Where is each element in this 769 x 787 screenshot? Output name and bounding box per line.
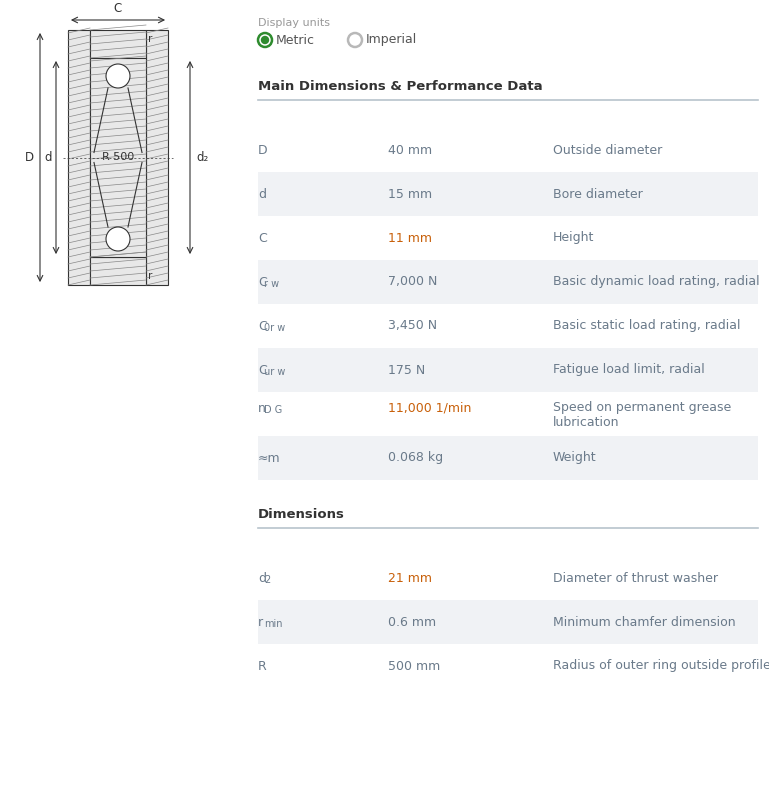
Circle shape [348, 33, 362, 47]
Bar [258, 260, 758, 304]
Text: C: C [258, 275, 267, 289]
Text: Basic dynamic load rating, radial: Basic dynamic load rating, radial [553, 275, 760, 289]
Circle shape [106, 227, 130, 251]
Text: Basic static load rating, radial: Basic static load rating, radial [553, 320, 741, 332]
Text: Height: Height [553, 231, 594, 245]
Text: min: min [264, 619, 282, 629]
Text: r: r [258, 615, 263, 629]
Bar [258, 348, 758, 392]
Text: r: r [148, 271, 152, 281]
Text: Diameter of thrust washer: Diameter of thrust washer [553, 571, 718, 585]
Text: D: D [25, 151, 34, 164]
Text: D: D [258, 143, 268, 157]
Text: r w: r w [264, 279, 279, 289]
Text: C: C [114, 2, 122, 15]
Text: C: C [258, 364, 267, 376]
Text: C: C [258, 320, 267, 332]
Text: Metric: Metric [276, 34, 315, 46]
Text: 11 mm: 11 mm [388, 231, 432, 245]
Text: 7,000 N: 7,000 N [388, 275, 438, 289]
Text: 175 N: 175 N [388, 364, 425, 376]
Text: 15 mm: 15 mm [388, 187, 432, 201]
Text: d: d [258, 187, 266, 201]
Circle shape [258, 33, 272, 47]
Text: Main Dimensions & Performance Data: Main Dimensions & Performance Data [258, 80, 543, 93]
Text: Dimensions: Dimensions [258, 508, 345, 521]
Text: Minimum chamfer dimension: Minimum chamfer dimension [553, 615, 736, 629]
Text: ur w: ur w [264, 367, 285, 377]
Text: n: n [258, 401, 266, 415]
Text: R 500: R 500 [102, 153, 134, 162]
Text: Bore diameter: Bore diameter [553, 187, 643, 201]
Bar [258, 600, 758, 644]
Bar [146, 30, 168, 285]
Text: 0.6 mm: 0.6 mm [388, 615, 436, 629]
Text: 3,450 N: 3,450 N [388, 320, 437, 332]
Bar [258, 172, 758, 216]
Text: d: d [45, 151, 52, 164]
Text: Radius of outer ring outside profile: Radius of outer ring outside profile [553, 660, 769, 673]
Text: Speed on permanent grease: Speed on permanent grease [553, 401, 731, 415]
Text: r: r [148, 34, 152, 44]
Text: Imperial: Imperial [366, 34, 418, 46]
Circle shape [106, 64, 130, 88]
Text: 11,000 1/min: 11,000 1/min [388, 401, 471, 415]
Bar [68, 30, 90, 285]
Bar [90, 30, 146, 58]
Text: 0r w: 0r w [264, 323, 285, 333]
Text: D G: D G [264, 405, 282, 415]
Text: lubrication: lubrication [553, 416, 620, 428]
Text: d: d [258, 571, 266, 585]
Text: C: C [258, 231, 267, 245]
Circle shape [261, 36, 268, 43]
Bar [90, 58, 146, 257]
Text: ≈m: ≈m [258, 452, 281, 464]
Bar [90, 257, 146, 285]
Text: Display units: Display units [258, 18, 330, 28]
Bar [258, 436, 758, 480]
Text: 21 mm: 21 mm [388, 571, 432, 585]
Text: 0.068 kg: 0.068 kg [388, 452, 443, 464]
Text: 40 mm: 40 mm [388, 143, 432, 157]
Text: Weight: Weight [553, 452, 597, 464]
Text: Fatigue load limit, radial: Fatigue load limit, radial [553, 364, 704, 376]
Text: 2: 2 [264, 575, 270, 585]
Text: 500 mm: 500 mm [388, 660, 440, 673]
Text: R: R [258, 660, 267, 673]
Text: Outside diameter: Outside diameter [553, 143, 662, 157]
Text: d₂: d₂ [196, 151, 208, 164]
